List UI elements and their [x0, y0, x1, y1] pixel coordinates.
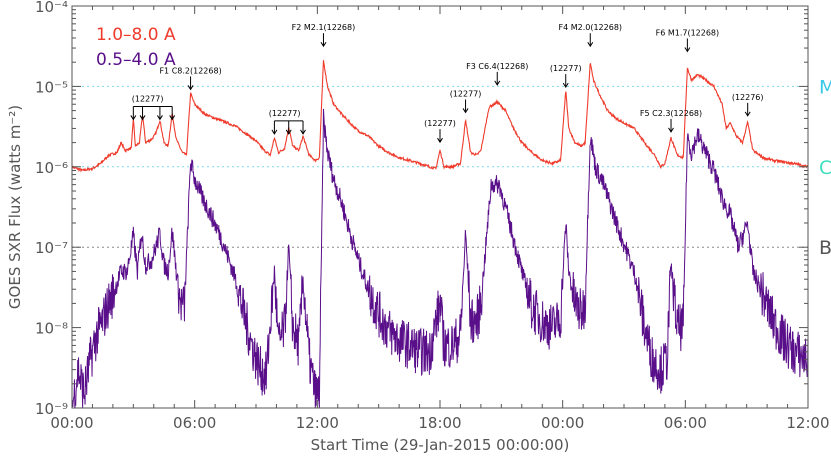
flare-annotation-label: F1 C8.2(12268): [159, 66, 221, 75]
y-tick-label: 10⁻⁵: [35, 78, 68, 96]
legend: 1.0–8.0 A 0.5–4.0 A: [96, 25, 176, 70]
annotation-arrowhead: [169, 115, 176, 121]
y-tick-label: 10⁻⁴: [35, 0, 68, 16]
x-tick-label: 18:00: [418, 414, 461, 432]
annotation-arrowhead: [285, 129, 292, 135]
annotation-arrowhead: [562, 82, 569, 89]
flare-annotation-label: (12277): [132, 94, 164, 103]
series-lines: [71, 60, 809, 409]
annotation-arrowhead: [587, 41, 594, 48]
annotation-arrowhead: [156, 115, 163, 121]
x-tick-label: 12:00: [296, 414, 339, 432]
y-tick-label: 10⁻⁹: [35, 400, 68, 418]
axes: 00:00 06:00 12:00 18:00 00:00 06:00 12:00 10⁻⁹ 1…: [35, 0, 830, 432]
annotation-arrowhead: [744, 111, 751, 117]
series-line-short-wavelength: [71, 108, 809, 409]
flare-annotation-label: F6 M1.7(12268): [656, 28, 720, 37]
x-axis-label: Start Time (29-Jan-2015 00:00:00): [311, 436, 570, 454]
y-tick-label: 10⁻⁸: [35, 320, 68, 338]
x-tick-label: 00:00: [541, 414, 584, 432]
flare-annotation-label: F5 C2.3(12268): [640, 109, 702, 118]
x-tick-label: 00:00: [50, 414, 93, 432]
flare-annotations: (12277) F1 C8.2(12268) (12277) F2 M2.1(1226…: [130, 23, 764, 144]
series-line-long-wavelength: [71, 60, 809, 173]
legend-entry: 1.0–8.0 A: [96, 25, 176, 45]
flare-annotation-label: F2 M2.1(12268): [292, 23, 356, 32]
annotation-arrowhead: [668, 127, 674, 133]
class-label-b: B: [819, 237, 831, 259]
flare-annotation-label: F3 C6.4(12268): [466, 62, 528, 71]
class-label-m: M: [819, 76, 831, 98]
x-tick-label: 06:00: [173, 414, 216, 432]
annotation-arrowhead: [462, 108, 469, 114]
annotation-arrowhead: [684, 47, 691, 53]
class-label-c: C: [819, 157, 831, 179]
y-axis-label: GOES SXR Flux (watts m⁻²): [6, 105, 24, 309]
flare-annotation-label: (12277): [450, 89, 482, 98]
annotation-arrowhead: [139, 115, 146, 121]
x-tick-label: 12:00: [786, 414, 829, 432]
annotation-arrowhead: [437, 137, 443, 144]
annotation-arrowhead: [494, 80, 501, 86]
x-tick-label: 06:00: [664, 414, 707, 432]
annotation-arrowhead: [130, 115, 137, 121]
flare-annotation-label: (12277): [269, 109, 301, 118]
annotation-arrowhead: [320, 41, 327, 48]
flare-annotation-label: (12277): [550, 64, 582, 73]
annotation-arrowhead: [271, 129, 278, 135]
class-labels: M C B: [819, 76, 831, 259]
flare-annotation-label: (12277): [424, 119, 456, 128]
flare-annotation-label: (12276): [732, 93, 764, 102]
flare-annotation-label: F4 M2.0(12268): [558, 23, 622, 32]
y-tick-label: 10⁻⁷: [35, 239, 68, 257]
annotation-arrowhead: [187, 85, 194, 91]
y-tick-label: 10⁻⁶: [35, 159, 68, 177]
annotation-arrowhead: [300, 129, 306, 135]
legend-entry: 0.5–4.0 A: [96, 50, 176, 70]
